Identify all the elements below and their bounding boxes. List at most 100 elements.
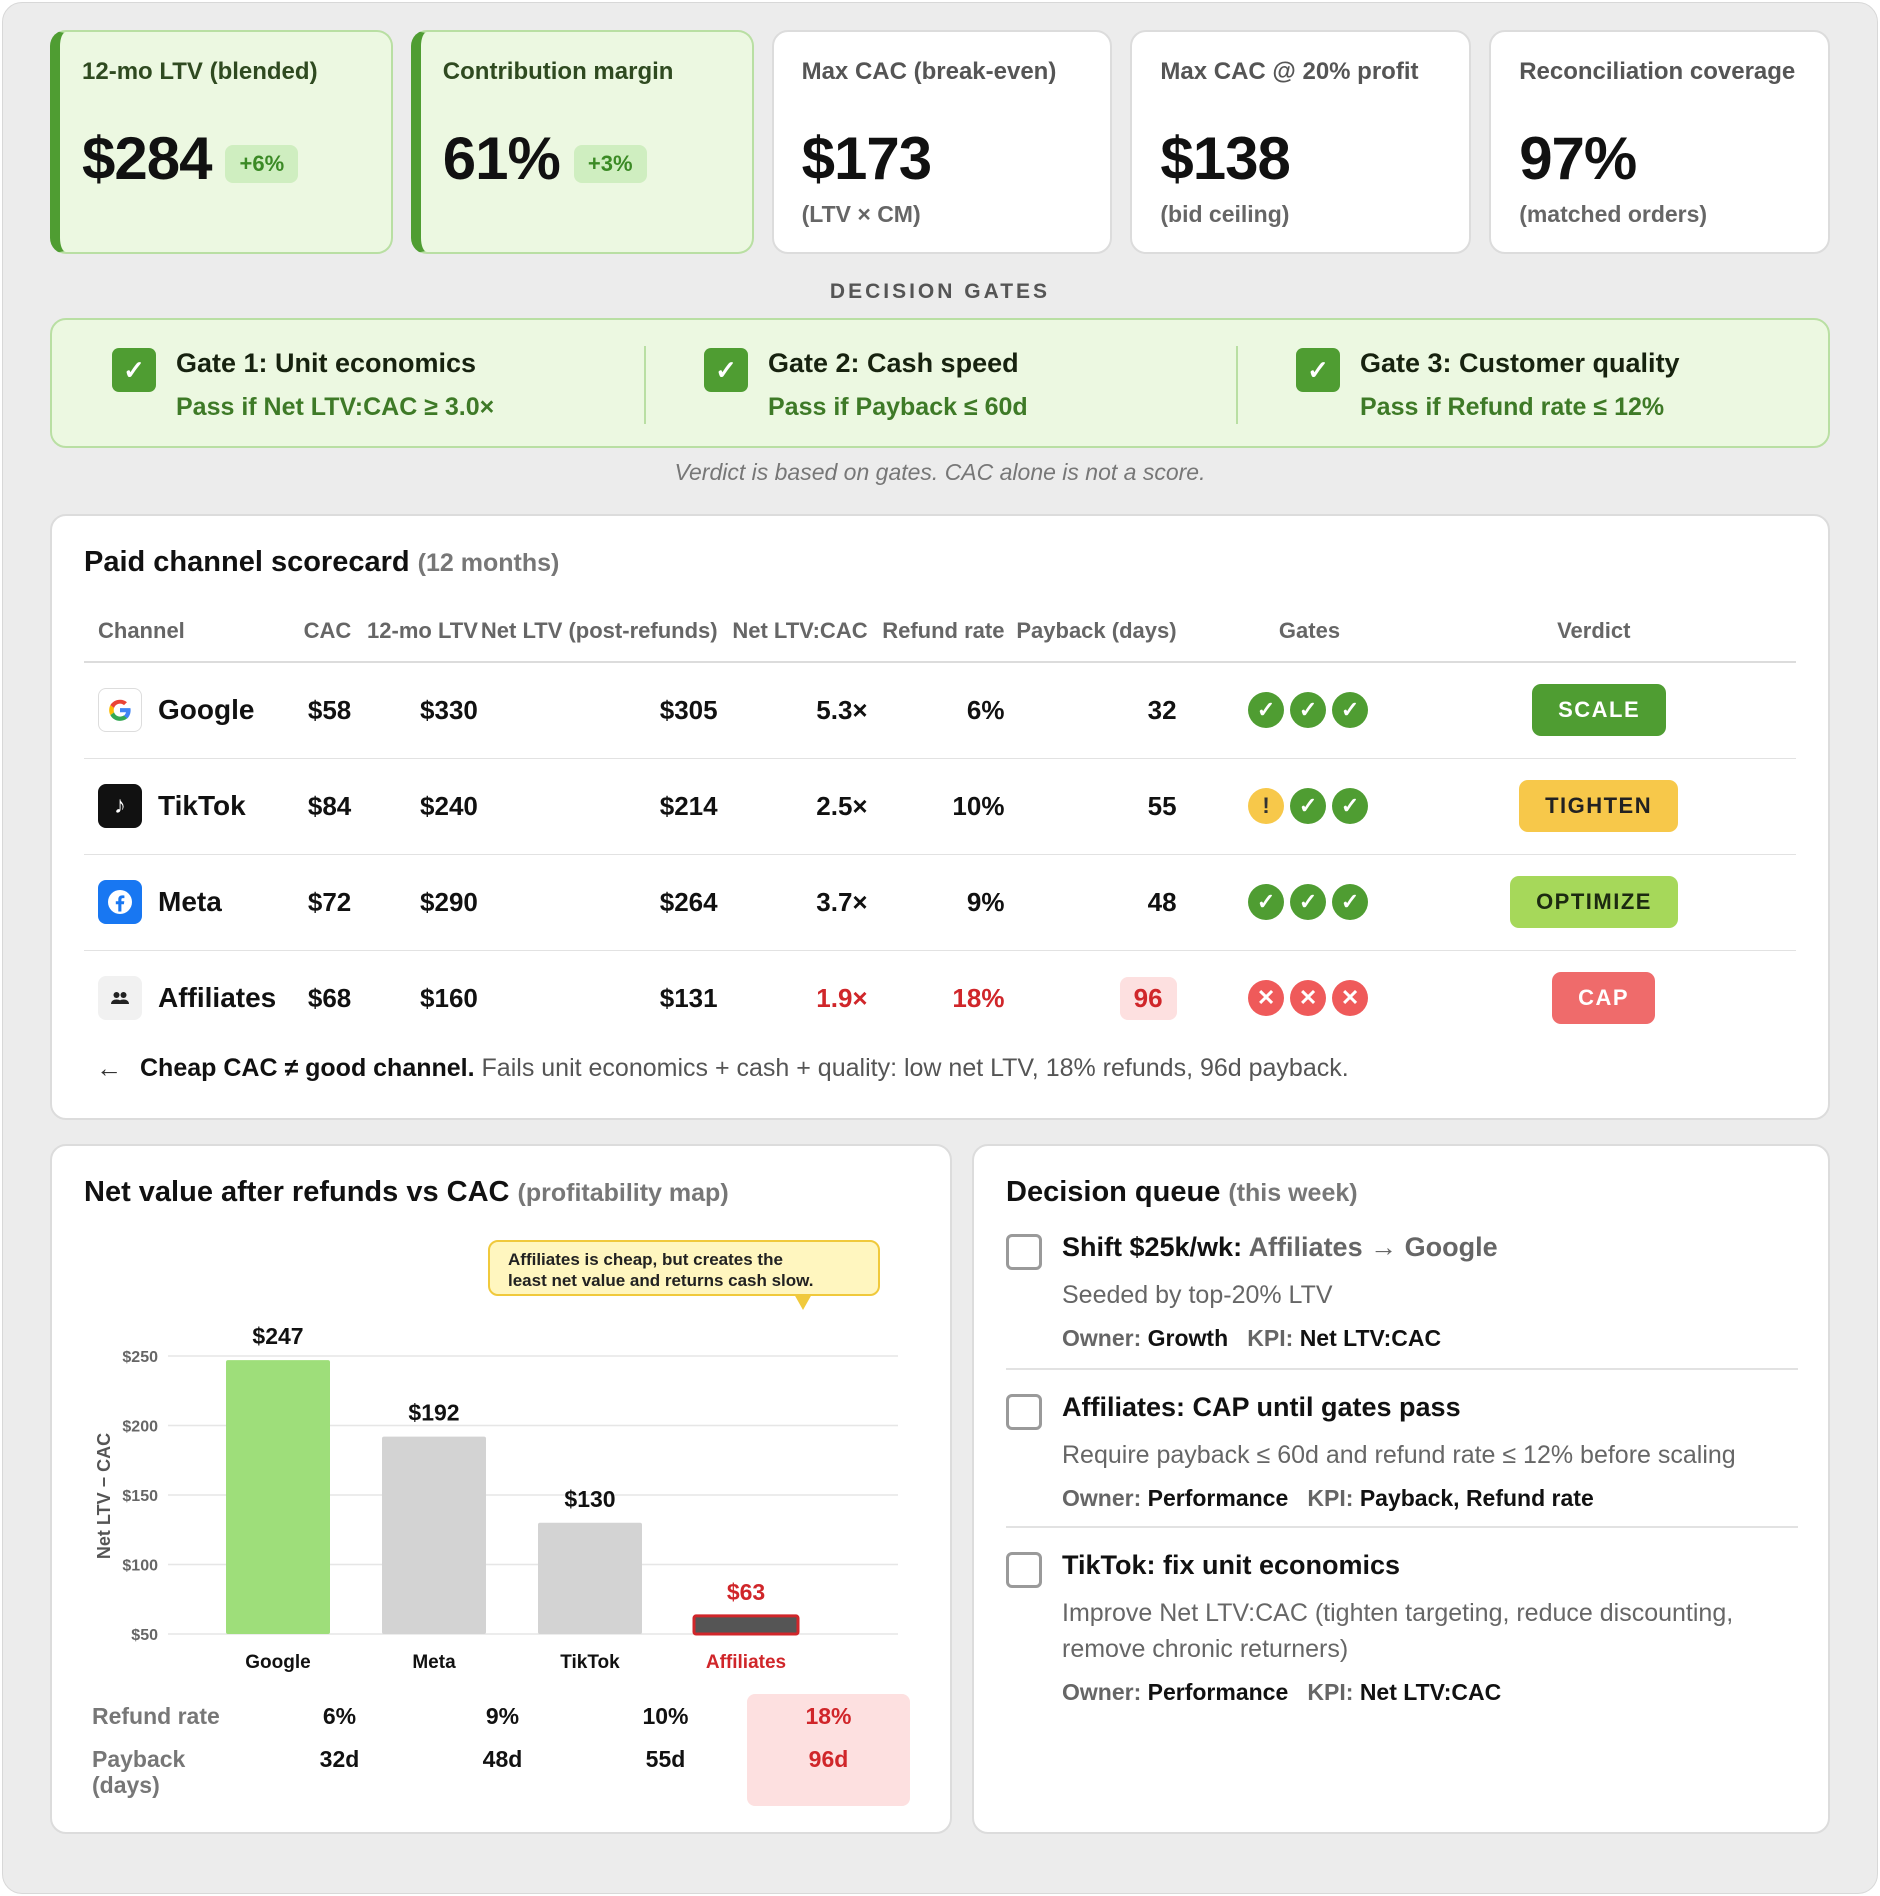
y-tick-label: $150 xyxy=(122,1488,158,1505)
column-header: Channel xyxy=(84,600,277,663)
row-label: Payback (days) xyxy=(92,1738,258,1798)
queue-title-text: Decision queue xyxy=(1006,1176,1221,1208)
queue-item-title: Affiliates: CAP until gates pass xyxy=(1062,1392,1461,1422)
bar-value-label: $192 xyxy=(408,1400,459,1426)
refund-rate-row: Refund rate 6% 9% 10% 18% xyxy=(92,1694,932,1738)
kpi-delta-badge: +3% xyxy=(573,144,647,183)
kpi-card-max-cac-breakeven: Max CAC (break-even) $173 (LTV × CM) xyxy=(771,30,1113,254)
chart-summary-table: Refund rate 6% 9% 10% 18% Payback (days)… xyxy=(92,1694,932,1806)
kpi-value: Net LTV:CAC xyxy=(1359,1679,1502,1705)
y-axis-label: Net LTV − CAC xyxy=(94,1433,114,1559)
bar-value-label: $247 xyxy=(252,1323,303,1349)
verdict-badge-tighten[interactable]: TIGHTEN xyxy=(1519,780,1679,832)
kpi-label: KPI: xyxy=(1247,1325,1294,1351)
payback-cell-flagged: 96 xyxy=(1119,976,1177,1020)
title-muted: Affiliates → Google xyxy=(1248,1232,1498,1262)
queue-item-desc: Improve Net LTV:CAC (tighten targeting, … xyxy=(1062,1599,1734,1663)
kpi-label: 12-mo LTV (blended) xyxy=(82,58,318,85)
check-icon: ✓ xyxy=(112,348,156,392)
x-tick-label: Meta xyxy=(412,1652,456,1673)
table-row-meta[interactable]: Meta $72 $290 $264 3.7× 9% 48 ✓ ✓ ✓ OPTI… xyxy=(84,854,1796,951)
row-label-line: Payback xyxy=(92,1746,186,1772)
table-row-tiktok[interactable]: ♪ TikTok $84 $240 $214 2.5× 10% 55 ! ✓ ✓… xyxy=(84,758,1796,855)
refund-cell: 6% xyxy=(867,662,1005,759)
kpi-subtext: (matched orders) xyxy=(1519,201,1708,227)
gate-customer-quality: ✓ Gate 3: Customer quality Pass if Refun… xyxy=(1236,320,1828,446)
ratio-cell: 2.5× xyxy=(717,758,868,855)
payback-value: 48d xyxy=(482,1746,523,1772)
scorecard-title-text: Paid channel scorecard xyxy=(84,546,410,578)
gate-pass-icon: ✓ xyxy=(1290,692,1327,729)
gate-title: Gate 1: Unit economics xyxy=(176,348,477,378)
queue-subtitle: (this week) xyxy=(1228,1179,1358,1207)
channel-name: Google xyxy=(158,694,255,726)
kpi-value: Net LTV:CAC xyxy=(1299,1325,1442,1351)
x-tick-label: TikTok xyxy=(560,1652,620,1673)
callout-text: Fails unit economics + cash + quality: l… xyxy=(481,1054,1349,1082)
gate-rule: Pass if Refund rate ≤ 12% xyxy=(1360,393,1665,421)
kpi-row: 12-mo LTV (blended) $284 +6% Contributio… xyxy=(50,30,1830,254)
scorecard-table: Channel CAC 12-mo LTV Net LTV (post-refu… xyxy=(84,600,1796,1046)
kpi-label: Max CAC @ 20% profit xyxy=(1160,58,1419,85)
scorecard-title: Paid channel scorecard (12 months) xyxy=(84,546,559,579)
gate-pass-icon: ✓ xyxy=(1290,788,1327,824)
queue-item-desc: Seeded by top-20% LTV xyxy=(1062,1281,1333,1309)
verdict-badge-scale[interactable]: SCALE xyxy=(1532,684,1667,737)
column-header: Refund rate xyxy=(867,600,1005,663)
gate-pass-icon: ✓ xyxy=(1332,692,1369,729)
table-row-google[interactable]: Google $58 $330 $305 5.3× 6% 32 ✓ ✓ ✓ SC… xyxy=(84,662,1796,759)
queue-item-title: TikTok: fix unit economics xyxy=(1062,1550,1401,1580)
kpi-delta-badge: +6% xyxy=(225,144,299,183)
gate-fail-icon: ✕ xyxy=(1290,980,1327,1017)
column-header: CAC xyxy=(276,600,352,663)
y-tick-label: $200 xyxy=(122,1419,158,1436)
bar-tiktok xyxy=(538,1522,642,1634)
y-tick-label: $100 xyxy=(122,1558,158,1575)
row-label-line: (days) xyxy=(92,1772,160,1798)
bar-affiliates xyxy=(692,1614,800,1636)
decision-gates-panel: ✓ Gate 1: Unit economics Pass if Net LTV… xyxy=(50,318,1830,448)
meta-logo-icon xyxy=(98,880,142,924)
row-label: Refund rate xyxy=(92,1703,220,1729)
gate-pass-icon: ✓ xyxy=(1332,788,1369,824)
verdict-note: Verdict is based on gates. CAC alone is … xyxy=(674,459,1206,485)
cac-cell: $84 xyxy=(276,758,352,855)
kpi-value: $173 xyxy=(801,125,932,192)
task-checkbox[interactable] xyxy=(1006,1552,1042,1588)
gate-title: Gate 3: Customer quality xyxy=(1360,348,1680,378)
verdict-badge-cap[interactable]: CAP xyxy=(1552,972,1656,1025)
bar-value-label: $130 xyxy=(564,1486,615,1512)
payback-cell: 32 xyxy=(1004,662,1177,759)
payback-cell: 55 xyxy=(1004,758,1177,855)
google-logo-icon xyxy=(98,688,142,733)
kpi-value: 61% xyxy=(442,125,561,192)
task-checkbox[interactable] xyxy=(1006,1234,1042,1270)
ltv-cell: $160 xyxy=(420,982,478,1013)
refund-cell: 18% xyxy=(952,982,1005,1013)
queue-item-meta: Owner: Performance KPI: Payback, Refund … xyxy=(1062,1485,1798,1512)
title-main: Shift $25k/wk: xyxy=(1062,1232,1243,1262)
table-row-affiliates[interactable]: Affiliates $68 $160 $131 1.9× 18% 96 ✕ ✕… xyxy=(84,950,1796,1046)
refund-value: 9% xyxy=(485,1703,520,1729)
decision-queue-card: Decision queue (this week) Shift $25k/wk… xyxy=(972,1144,1830,1834)
net-ltv-cell: $131 xyxy=(659,982,718,1013)
payback-value-flagged: 96d xyxy=(747,1738,910,1806)
kpi-card-contribution-margin: Contribution margin 61% +3% xyxy=(410,30,754,254)
kpi-label: KPI: xyxy=(1307,1679,1354,1705)
kpi-value: 97% xyxy=(1519,125,1637,192)
ltv-cell: $290 xyxy=(351,854,478,951)
kpi-label: Contribution margin xyxy=(442,58,674,85)
gate-warning-icon: ! xyxy=(1248,788,1285,824)
verdict-badge-optimize[interactable]: OPTIMIZE xyxy=(1510,876,1678,928)
check-icon: ✓ xyxy=(1296,348,1340,392)
queue-item-meta: Owner: Growth KPI: Net LTV:CAC xyxy=(1062,1325,1798,1352)
kpi-card-reconciliation: Reconciliation coverage 97% (matched ord… xyxy=(1489,30,1830,254)
queue-item-desc: Require payback ≤ 60d and refund rate ≤ … xyxy=(1062,1441,1736,1469)
annotation-line: least net value and returns cash slow. xyxy=(508,1271,814,1290)
column-header: Net LTV (post-refunds) xyxy=(477,600,718,663)
task-checkbox[interactable] xyxy=(1006,1394,1042,1430)
callout-bold: Cheap CAC ≠ good channel. xyxy=(140,1054,475,1082)
gate-unit-economics: ✓ Gate 1: Unit economics Pass if Net LTV… xyxy=(52,320,644,446)
channel-name: TikTok xyxy=(158,790,246,821)
y-tick-label: $250 xyxy=(122,1349,158,1366)
